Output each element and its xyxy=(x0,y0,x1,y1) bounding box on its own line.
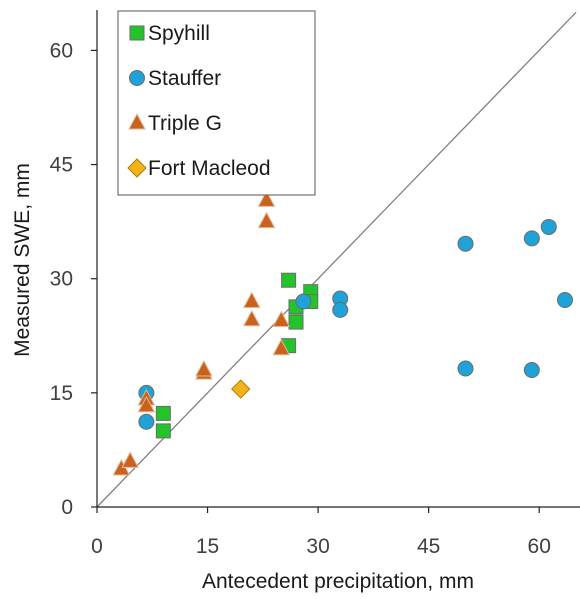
stauffer-point xyxy=(523,362,540,379)
spyhill-point xyxy=(281,272,297,288)
data-points xyxy=(112,190,573,476)
y-tick-label: 60 xyxy=(50,39,73,62)
legend-stauffer-label: Stauffer xyxy=(148,67,221,90)
triple-g-point xyxy=(257,190,276,207)
triple-g-point xyxy=(257,211,276,229)
legend-triple-g-label: Triple G xyxy=(148,112,222,135)
legend-box xyxy=(117,10,316,196)
legend-fort-macleod-marker xyxy=(127,158,147,178)
legend-spyhill-marker xyxy=(129,25,145,41)
legend-spyhill-label: Spyhill xyxy=(148,22,210,45)
x-tick-label: 30 xyxy=(306,535,329,558)
triple-g-point xyxy=(242,291,261,309)
x-tick-label: 15 xyxy=(196,535,219,558)
legend: Spyhill Stauffer Triple G Fort Macleod xyxy=(117,10,316,196)
spyhill-point xyxy=(288,314,304,330)
axis-ticks: 0 15 30 45 60 0 15 30 45 60 xyxy=(50,39,551,558)
triple-g-point xyxy=(137,395,156,413)
x-tick-label: 0 xyxy=(91,535,103,558)
stauffer-point xyxy=(295,293,312,310)
x-tick-label: 45 xyxy=(417,535,440,558)
x-axis-title: Antecedent precipitation, mm xyxy=(202,570,474,593)
triple-g-point xyxy=(272,338,291,356)
stauffer-point xyxy=(540,218,557,235)
spyhill-point xyxy=(155,405,171,421)
legend-fort-macleod-label: Fort Macleod xyxy=(148,157,271,180)
stauffer-point xyxy=(138,413,155,430)
one-to-one-line xyxy=(96,11,577,508)
spyhill-point xyxy=(155,423,171,439)
stauffer-point xyxy=(332,301,349,318)
y-tick-label: 45 xyxy=(50,154,73,177)
y-tick-label: 0 xyxy=(61,496,73,519)
legend-triple-g-marker xyxy=(128,112,146,130)
y-axis-title: Measured SWE, mm xyxy=(11,163,34,357)
stauffer-point xyxy=(523,230,540,247)
x-tick-label: 60 xyxy=(528,535,551,558)
y-tick-label: 30 xyxy=(50,268,73,291)
stauffer-point xyxy=(457,360,474,377)
triple-g-point xyxy=(195,359,213,377)
fort-macleod-point xyxy=(231,379,251,399)
stauffer-point xyxy=(457,235,474,252)
triple-g-point xyxy=(242,309,261,327)
triple-g-point xyxy=(272,310,291,328)
y-tick-label: 15 xyxy=(50,382,73,405)
stauffer-point xyxy=(556,292,573,309)
triple-g-point xyxy=(121,451,139,468)
legend-stauffer-marker xyxy=(129,70,145,86)
